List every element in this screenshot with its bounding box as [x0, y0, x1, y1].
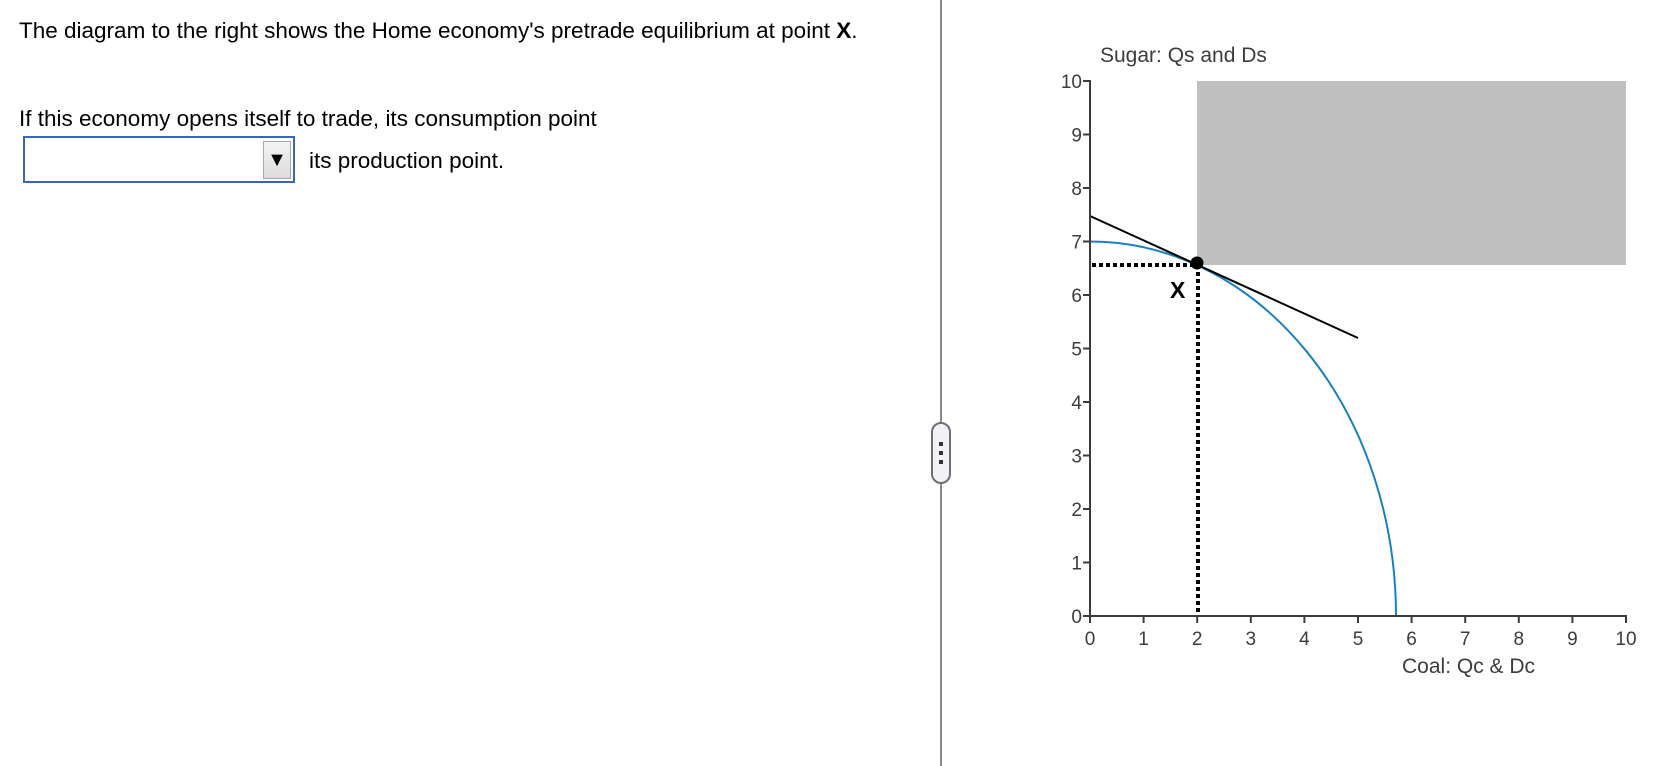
- svg-text:5: 5: [1353, 629, 1364, 650]
- grip-dot-icon: [939, 460, 943, 464]
- point-x-label: X: [1170, 277, 1186, 303]
- dropdown-arrow-button[interactable]: ▼: [263, 141, 291, 179]
- shaded-region: [1197, 81, 1626, 265]
- svg-text:6: 6: [1406, 629, 1417, 650]
- grip-dot-icon: [939, 442, 943, 446]
- svg-text:8: 8: [1514, 629, 1525, 650]
- y-tick-labels: 0 1 2 3 4 5 6 7 8 9 10: [1061, 72, 1083, 628]
- x-axis-title: Coal: Qc & Dc: [1402, 655, 1535, 678]
- svg-text:1: 1: [1071, 554, 1082, 575]
- answer-dropdown[interactable]: ▼: [23, 136, 295, 183]
- x-ticks: [1089, 616, 1627, 623]
- svg-text:0: 0: [1071, 607, 1082, 628]
- svg-text:8: 8: [1071, 179, 1082, 200]
- svg-text:4: 4: [1071, 393, 1082, 414]
- svg-text:9: 9: [1071, 126, 1082, 147]
- price-line: [1089, 215, 1359, 339]
- question-intro: The diagram to the right shows the Home …: [19, 15, 899, 46]
- point-label: X: [836, 18, 852, 43]
- svg-text:2: 2: [1192, 629, 1203, 650]
- svg-text:6: 6: [1071, 286, 1082, 307]
- intro-text: The diagram to the right shows the Home …: [19, 18, 837, 43]
- question-panel: The diagram to the right shows the Home …: [19, 15, 899, 183]
- ppf-curve: [1089, 240, 1397, 617]
- intro-period: .: [851, 18, 858, 43]
- svg-text:0: 0: [1085, 629, 1096, 650]
- svg-text:3: 3: [1071, 447, 1082, 468]
- svg-text:9: 9: [1567, 629, 1578, 650]
- svg-text:10: 10: [1061, 72, 1082, 93]
- svg-text:4: 4: [1299, 629, 1310, 650]
- svg-text:7: 7: [1071, 233, 1082, 254]
- y-ticks: [1083, 80, 1090, 617]
- y-axis-title: Sugar: Qs and Ds: [1100, 44, 1267, 67]
- chevron-down-icon: ▼: [267, 148, 287, 171]
- svg-text:7: 7: [1460, 629, 1471, 650]
- equilibrium-point-x: [1190, 256, 1204, 270]
- splitter-handle[interactable]: [931, 422, 951, 484]
- svg-text:10: 10: [1615, 629, 1636, 650]
- question-prompt: If this economy opens itself to trade, i…: [19, 106, 597, 131]
- panel-divider[interactable]: [940, 0, 942, 766]
- grip-dot-icon: [939, 451, 943, 455]
- svg-text:5: 5: [1071, 340, 1082, 361]
- question-suffix: its production point.: [309, 148, 505, 173]
- svg-text:3: 3: [1246, 629, 1257, 650]
- svg-text:1: 1: [1138, 629, 1149, 650]
- svg-text:2: 2: [1071, 500, 1082, 521]
- x-tick-labels: 0 1 2 3 4 5 6 7 8 9 10: [1085, 629, 1637, 650]
